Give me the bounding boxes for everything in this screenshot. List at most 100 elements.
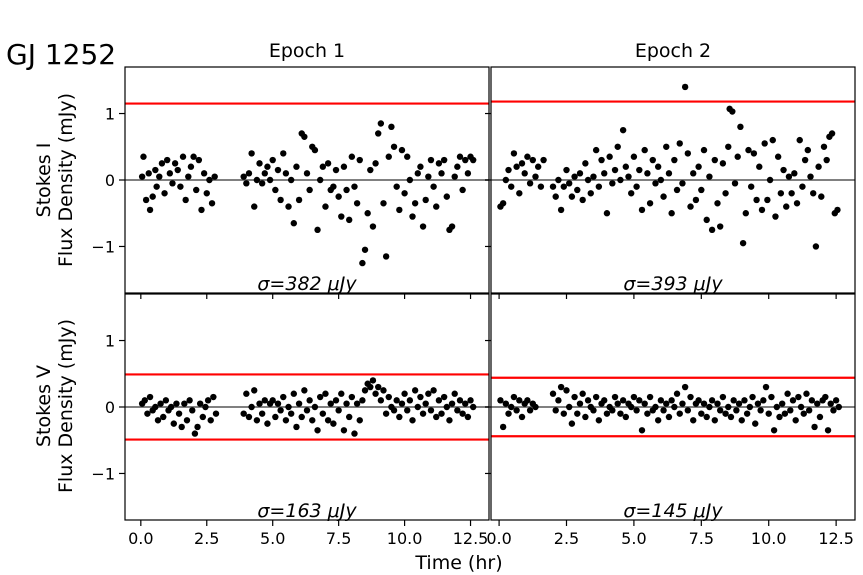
data-point bbox=[377, 397, 385, 404]
data-point bbox=[518, 160, 526, 167]
data-point bbox=[835, 403, 843, 411]
data-point bbox=[157, 400, 164, 407]
data-point bbox=[681, 83, 689, 91]
data-point bbox=[834, 206, 841, 214]
data-point bbox=[513, 407, 520, 414]
data-point bbox=[438, 410, 445, 417]
data-point bbox=[787, 407, 794, 414]
data-point bbox=[440, 156, 448, 164]
data-point bbox=[154, 417, 162, 424]
data-point bbox=[727, 413, 735, 421]
panel-title-epoch-2: Epoch 2 bbox=[635, 40, 711, 62]
data-point bbox=[601, 397, 608, 404]
data-point bbox=[282, 170, 290, 177]
data-point bbox=[149, 193, 156, 200]
data-point bbox=[316, 393, 324, 401]
data-point bbox=[768, 393, 775, 401]
data-point bbox=[789, 397, 797, 404]
data-point bbox=[306, 186, 313, 194]
data-point bbox=[285, 403, 292, 411]
x-tick-label: 12.5 bbox=[453, 529, 489, 548]
data-point bbox=[582, 160, 589, 167]
data-point bbox=[827, 400, 834, 407]
data-point bbox=[462, 400, 469, 407]
data-point bbox=[793, 200, 801, 207]
data-point bbox=[706, 403, 713, 411]
data-point bbox=[356, 156, 363, 164]
data-point bbox=[330, 420, 337, 427]
data-point bbox=[435, 160, 443, 167]
data-point bbox=[382, 410, 390, 417]
data-point bbox=[738, 417, 745, 424]
data-point bbox=[385, 153, 392, 160]
data-point bbox=[783, 203, 790, 210]
data-point bbox=[451, 390, 458, 397]
data-point bbox=[779, 400, 786, 407]
data-point bbox=[649, 156, 656, 164]
sigma-annotation: σ=382 μJy bbox=[257, 273, 357, 295]
data-point bbox=[178, 423, 185, 431]
data-point bbox=[396, 206, 403, 214]
data-point bbox=[142, 196, 150, 204]
data-point bbox=[781, 410, 789, 417]
panel-title-epoch-1: Epoch 1 bbox=[269, 40, 345, 62]
data-point bbox=[406, 397, 414, 404]
data-point bbox=[665, 413, 673, 421]
data-point bbox=[332, 397, 340, 404]
data-point bbox=[687, 393, 694, 401]
data-point bbox=[411, 387, 419, 394]
data-point bbox=[628, 403, 635, 411]
data-point bbox=[290, 220, 298, 227]
data-point bbox=[803, 390, 810, 397]
data-point bbox=[633, 183, 640, 190]
data-point bbox=[204, 397, 212, 404]
data-point bbox=[579, 196, 586, 204]
data-point bbox=[770, 427, 778, 434]
data-point bbox=[785, 173, 793, 180]
data-point bbox=[393, 183, 400, 190]
data-point bbox=[138, 173, 146, 180]
data-point bbox=[454, 163, 461, 170]
data-point bbox=[183, 417, 191, 424]
data-point bbox=[200, 170, 208, 177]
data-point bbox=[816, 413, 824, 421]
data-point bbox=[609, 407, 616, 414]
data-point bbox=[324, 160, 332, 167]
data-point bbox=[529, 156, 536, 164]
data-point bbox=[524, 153, 531, 160]
data-point bbox=[592, 146, 600, 154]
data-point bbox=[427, 407, 435, 414]
data-point bbox=[524, 397, 531, 404]
data-point bbox=[499, 200, 507, 207]
data-point bbox=[758, 206, 766, 214]
data-point bbox=[598, 156, 605, 164]
data-point bbox=[264, 420, 271, 427]
data-point bbox=[557, 206, 565, 214]
data-point bbox=[454, 407, 461, 414]
data-point bbox=[716, 223, 724, 230]
data-point bbox=[574, 410, 581, 417]
data-point bbox=[256, 400, 263, 407]
data-point bbox=[324, 417, 332, 424]
data-point bbox=[287, 176, 295, 184]
data-point bbox=[695, 163, 702, 170]
panel-stokes-i-epoch-2: σ=393 μJy bbox=[485, 66, 856, 299]
data-point bbox=[385, 393, 392, 401]
x-tick-label: 0.0 bbox=[486, 529, 511, 548]
data-point bbox=[367, 383, 374, 391]
data-point bbox=[799, 183, 806, 190]
y-tick-label: −1 bbox=[91, 237, 115, 256]
data-point bbox=[800, 410, 807, 417]
data-point bbox=[248, 150, 255, 157]
data-point bbox=[609, 180, 616, 187]
data-point bbox=[668, 397, 675, 404]
data-point bbox=[752, 420, 759, 427]
data-point bbox=[622, 413, 630, 421]
data-point bbox=[351, 183, 358, 190]
data-point bbox=[145, 170, 152, 177]
data-point bbox=[340, 163, 348, 170]
data-point bbox=[464, 413, 472, 421]
data-point bbox=[338, 390, 345, 397]
data-point bbox=[153, 183, 160, 190]
data-point bbox=[731, 180, 739, 187]
